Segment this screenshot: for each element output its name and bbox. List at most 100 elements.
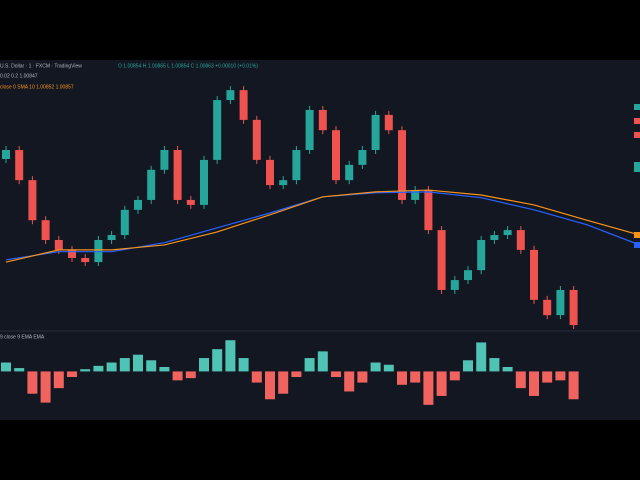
histogram-bar [423, 371, 434, 405]
histogram-bar [370, 362, 381, 372]
histogram-bar [106, 362, 117, 372]
histogram-bar [502, 366, 513, 372]
candle-body [530, 249, 538, 300]
candle-body [332, 130, 340, 181]
histogram-bar [225, 340, 236, 372]
candle-body [134, 199, 142, 210]
histogram-bar [357, 371, 368, 383]
indicator-label: close 0 SMA 10 1.00852 1.00857 [0, 84, 74, 90]
candle-body [213, 100, 222, 160]
histogram-bar [40, 371, 51, 403]
candle-body [437, 230, 446, 290]
candle-body [68, 249, 76, 258]
candle-body [305, 109, 314, 150]
histogram-bar [27, 371, 38, 394]
candle-body [556, 289, 565, 316]
histogram-bar [133, 354, 143, 372]
histogram-bar [14, 368, 25, 372]
histogram-bar [489, 358, 500, 372]
ohlc: O 1.00854 H 1.00865 L 1.00854 C 1.00863 … [118, 63, 258, 69]
histogram-bar [449, 371, 460, 381]
macd-label: 9 close 9 EMA EMA [0, 334, 45, 340]
candle-body [543, 299, 552, 316]
candle-body [292, 150, 301, 181]
candle-body [318, 109, 327, 131]
histogram-bar [67, 371, 77, 377]
histogram-bar [542, 371, 553, 383]
candle-body [54, 240, 63, 250]
candle-body [239, 90, 248, 120]
histogram-bar [238, 358, 249, 372]
candle-body [81, 258, 90, 263]
indicator-label: 0.02 0.2 1.00847 [0, 73, 38, 79]
candle-body [226, 90, 235, 101]
candle-body [200, 159, 208, 205]
histogram-bar [265, 371, 275, 400]
price-tag [634, 242, 640, 248]
candle-body [94, 240, 103, 263]
histogram-bar [344, 371, 355, 392]
candle-body [411, 190, 420, 200]
histogram-bar [146, 360, 157, 372]
histogram-bar [397, 371, 407, 385]
candle-body [2, 150, 10, 159]
candle-body [450, 280, 459, 290]
candle-body [371, 114, 380, 150]
histogram-bar [555, 371, 566, 381]
histogram-bar [515, 371, 526, 389]
histogram-bar [119, 358, 130, 372]
histogram-bar [291, 371, 302, 377]
candle-body [28, 180, 37, 221]
candle-body [424, 190, 433, 231]
histogram-bar [212, 349, 223, 372]
histogram-bar [251, 371, 262, 383]
candle-body [477, 240, 486, 271]
candle-body [384, 114, 393, 131]
candle-body [120, 209, 129, 236]
candle-body [503, 230, 512, 236]
candle-body [41, 220, 50, 240]
candle-body [490, 235, 499, 240]
histogram-bar [317, 351, 328, 372]
price-tag [634, 162, 640, 172]
histogram-bar [331, 371, 341, 377]
histogram-bar [199, 358, 209, 372]
symbol-title: U.S. Dollar · 1 · FXCM · TradingView [0, 63, 82, 69]
candle-body [398, 130, 406, 200]
histogram-bar [185, 371, 196, 379]
histogram-bar [53, 371, 64, 389]
candle-body [173, 150, 182, 200]
histogram-bar [80, 369, 91, 372]
candle-body [160, 150, 169, 170]
candle-body [516, 230, 525, 250]
histogram-bar [159, 366, 170, 372]
candle-body [464, 270, 472, 281]
moving-average [5, 189, 640, 263]
histogram-bar [278, 371, 289, 394]
price-tag [634, 232, 640, 238]
candle-body [186, 199, 195, 205]
candle-body [569, 289, 578, 326]
candle-body [15, 150, 24, 181]
histogram-bar [93, 365, 104, 372]
candle-body [147, 169, 156, 200]
histogram-bar [1, 362, 11, 372]
price-tag [634, 132, 640, 138]
price-tag [634, 118, 640, 124]
candle-body [345, 164, 354, 181]
histogram-bar [476, 342, 487, 372]
histogram-bar [410, 371, 421, 383]
histogram-bar [383, 364, 394, 372]
candle-body [252, 119, 261, 160]
candle-body [107, 235, 116, 240]
histogram-bar [568, 371, 579, 400]
histogram-bar [529, 371, 539, 396]
candle-body [279, 180, 288, 186]
candle-body [358, 150, 367, 165]
price-tag [634, 104, 640, 110]
histogram-bar [463, 360, 473, 372]
histogram-bar [172, 371, 183, 381]
histogram-bar [304, 358, 315, 372]
